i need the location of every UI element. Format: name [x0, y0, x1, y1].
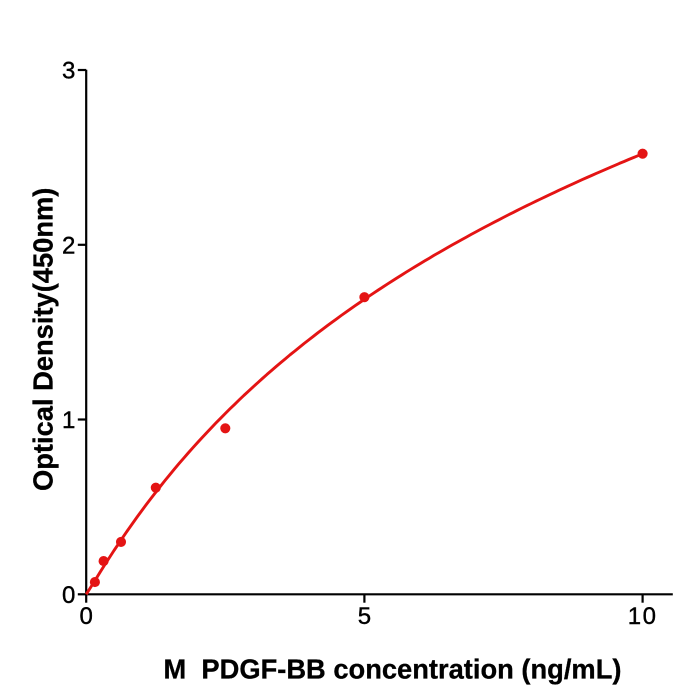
svg-text:Optical Density(450nm): Optical Density(450nm) [28, 188, 59, 491]
svg-text:1: 1 [62, 407, 75, 434]
svg-text:0: 0 [80, 603, 93, 630]
svg-text:10: 10 [628, 603, 658, 630]
svg-text:3: 3 [62, 58, 75, 85]
svg-text:2: 2 [62, 232, 75, 259]
svg-text:M PDGF-BB concentration (ng/m: M PDGF-BB concentration (ng/mL) [164, 654, 622, 685]
svg-text:0: 0 [62, 582, 75, 609]
svg-text:5: 5 [358, 603, 371, 630]
